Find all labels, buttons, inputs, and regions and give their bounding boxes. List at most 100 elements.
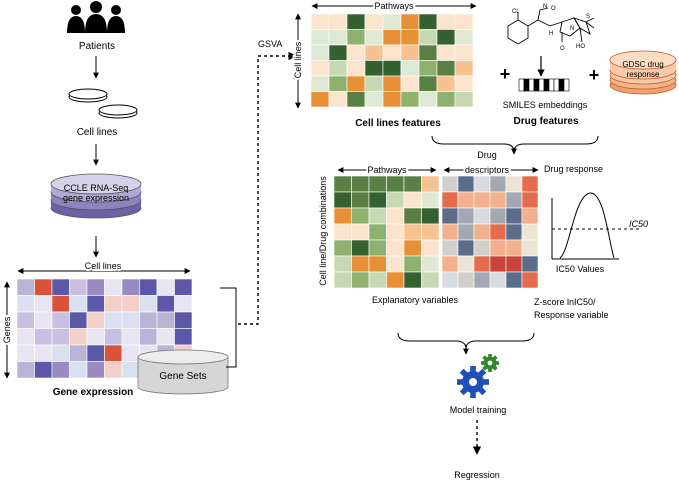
heatmap-cell (34, 344, 53, 362)
heatmap-cell (86, 311, 105, 329)
heatmap-cell (489, 175, 507, 193)
heatmap-cell (364, 75, 384, 92)
heatmap-cell (86, 361, 105, 379)
drug-descriptor-matrix (441, 175, 539, 289)
heatmap-cell (333, 255, 352, 273)
heatmap-cell (473, 239, 491, 257)
heatmap-cell (382, 13, 402, 30)
svg-text:HO: HO (576, 44, 585, 50)
heatmap-cell (421, 175, 440, 193)
heatmap-cell (121, 311, 140, 329)
heatmap-cell (333, 223, 352, 241)
heatmap-cell (16, 295, 35, 313)
embedding-cell (558, 78, 565, 92)
heatmap-cell (34, 311, 53, 329)
heatmap-cell (121, 361, 140, 379)
genes-axis-label: Genes (2, 316, 12, 343)
heatmap-cell (489, 223, 507, 241)
heatmap-cell (86, 344, 105, 362)
heatmap-cell (521, 255, 539, 273)
regression-label: Regression (454, 470, 500, 480)
heatmap-cell (351, 223, 370, 241)
heatmap-cell (457, 255, 475, 273)
model-gears-icon (457, 354, 499, 398)
heatmap-cell (400, 44, 420, 61)
heatmap-cell (382, 75, 402, 92)
heatmap-cell (418, 13, 438, 30)
heatmap-cell (104, 361, 123, 379)
svg-text:N: N (543, 4, 547, 10)
heatmap-cell (16, 344, 35, 362)
heatmap-cell (457, 271, 475, 289)
heatmap-cell (386, 191, 405, 209)
heatmap-cell (34, 278, 53, 296)
heatmap-cell (386, 175, 405, 193)
embedding-cell (553, 78, 560, 92)
svg-text:N: N (570, 26, 574, 32)
heatmap-cell (386, 271, 405, 289)
heatmap-cell (421, 239, 440, 257)
heatmap-cell (441, 207, 459, 225)
cell-lines-features-label: Cell lines features (355, 118, 441, 129)
heatmap-cell (346, 60, 366, 77)
green-gear-icon (481, 354, 499, 372)
heatmap-cell (328, 91, 348, 108)
heatmap-cell (351, 239, 370, 257)
embedding-cell (548, 78, 555, 92)
heatmap-cell (333, 191, 352, 209)
heatmap-cell (368, 239, 387, 257)
heatmap-cell (400, 13, 420, 30)
heatmap-cell (436, 75, 456, 92)
svg-text:O: O (560, 46, 565, 52)
heatmap-cell (346, 13, 366, 30)
heatmap-cell (441, 239, 459, 257)
gsva-label: GSVA (258, 39, 282, 49)
heatmap-cell (386, 207, 405, 225)
heatmap-cell (310, 44, 330, 61)
heatmap-cell (454, 44, 474, 61)
heatmap-cell (139, 328, 158, 346)
heatmap-cell (473, 223, 491, 241)
molecule-atoms: Cl N O H O N S HO (512, 4, 590, 52)
heatmap-cell (441, 223, 459, 241)
heatmap-cell (51, 295, 70, 313)
heatmap-cell (104, 295, 123, 313)
heatmap-cell (156, 278, 175, 296)
cell-lines-pathway-matrix (310, 13, 474, 108)
heatmap-cell (346, 44, 366, 61)
heatmap-cell (403, 223, 422, 241)
heatmap-cell (310, 91, 330, 108)
heatmap-cell (386, 255, 405, 273)
heatmap-cell (333, 239, 352, 257)
heatmap-cell (403, 191, 422, 209)
heatmap-cell (174, 278, 193, 296)
heatmap-cell (382, 91, 402, 108)
heatmap-cell (346, 75, 366, 92)
ccle-label-line2: gene expression (63, 193, 129, 203)
heatmap-cell (310, 29, 330, 46)
heatmap-cell (69, 311, 88, 329)
zscore-label-line2: Response variable (534, 310, 609, 320)
heatmap-cell (16, 278, 35, 296)
drug-descriptors-line1: Drug (477, 150, 497, 160)
heatmap-cell (16, 361, 35, 379)
heatmap-cell (436, 44, 456, 61)
heatmap-cell (364, 13, 384, 30)
heatmap-cell (473, 255, 491, 273)
heatmap-cell (34, 295, 53, 313)
heatmap-cell (139, 278, 158, 296)
heatmap-cell (368, 271, 387, 289)
gsva-dashed-path (238, 51, 297, 325)
heatmap-cell (473, 175, 491, 193)
heatmap-cell (328, 29, 348, 46)
heatmap-cell (421, 207, 440, 225)
heatmap-cell (104, 344, 123, 362)
cell-lines-vertical-label: Cell lines (293, 41, 303, 78)
heatmap-cell (328, 13, 348, 30)
heatmap-cell (521, 191, 539, 209)
svg-text:H: H (549, 31, 553, 37)
heatmap-cell (69, 361, 88, 379)
heatmap-cell (364, 44, 384, 61)
heatmap-cell (310, 13, 330, 30)
